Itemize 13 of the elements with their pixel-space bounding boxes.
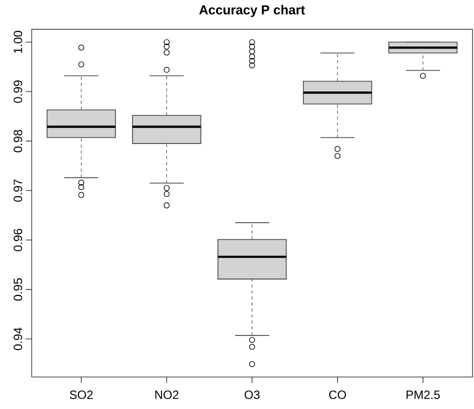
y-tick-label: 0.94	[14, 328, 22, 350]
y-tick-label: 0.97	[14, 179, 22, 202]
x-tick-label: CO	[329, 390, 346, 400]
x-tick-label: PM2.5	[406, 390, 440, 400]
x-tick-label: SO2	[70, 390, 93, 400]
y-tick-label: 1.00	[14, 30, 22, 53]
x-tick-label: NO2	[155, 390, 178, 400]
chart-title: Accuracy P chart	[199, 4, 305, 18]
x-tick-label: O3	[244, 390, 260, 400]
y-tick-label: 0.95	[14, 278, 22, 301]
y-tick-label: 0.99	[14, 80, 22, 103]
y-tick-label: 0.96	[14, 228, 22, 252]
y-tick-label: 0.98	[14, 130, 22, 152]
